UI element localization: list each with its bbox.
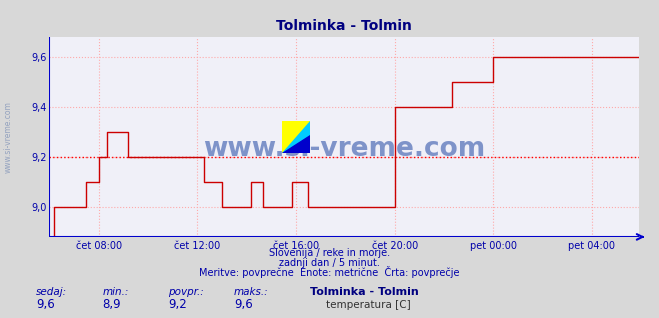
Text: 9,2: 9,2 bbox=[168, 299, 186, 311]
Text: temperatura [C]: temperatura [C] bbox=[326, 301, 411, 310]
Title: Tolminka - Tolmin: Tolminka - Tolmin bbox=[276, 19, 413, 33]
Text: sedaj:: sedaj: bbox=[36, 287, 67, 297]
Text: www.si-vreme.com: www.si-vreme.com bbox=[3, 101, 13, 173]
Text: Tolminka - Tolmin: Tolminka - Tolmin bbox=[310, 287, 418, 297]
Text: povpr.:: povpr.: bbox=[168, 287, 204, 297]
Text: zadnji dan / 5 minut.: zadnji dan / 5 minut. bbox=[279, 258, 380, 268]
Text: min.:: min.: bbox=[102, 287, 129, 297]
Text: www.si-vreme.com: www.si-vreme.com bbox=[203, 136, 486, 162]
Text: Meritve: povprečne  Enote: metrične  Črta: povprečje: Meritve: povprečne Enote: metrične Črta:… bbox=[199, 266, 460, 278]
Polygon shape bbox=[282, 121, 310, 153]
Polygon shape bbox=[282, 135, 310, 153]
Text: Slovenija / reke in morje.: Slovenija / reke in morje. bbox=[269, 248, 390, 258]
Text: maks.:: maks.: bbox=[234, 287, 269, 297]
Text: 9,6: 9,6 bbox=[234, 299, 252, 311]
Polygon shape bbox=[282, 121, 310, 153]
Text: 9,6: 9,6 bbox=[36, 299, 55, 311]
Text: 8,9: 8,9 bbox=[102, 299, 121, 311]
